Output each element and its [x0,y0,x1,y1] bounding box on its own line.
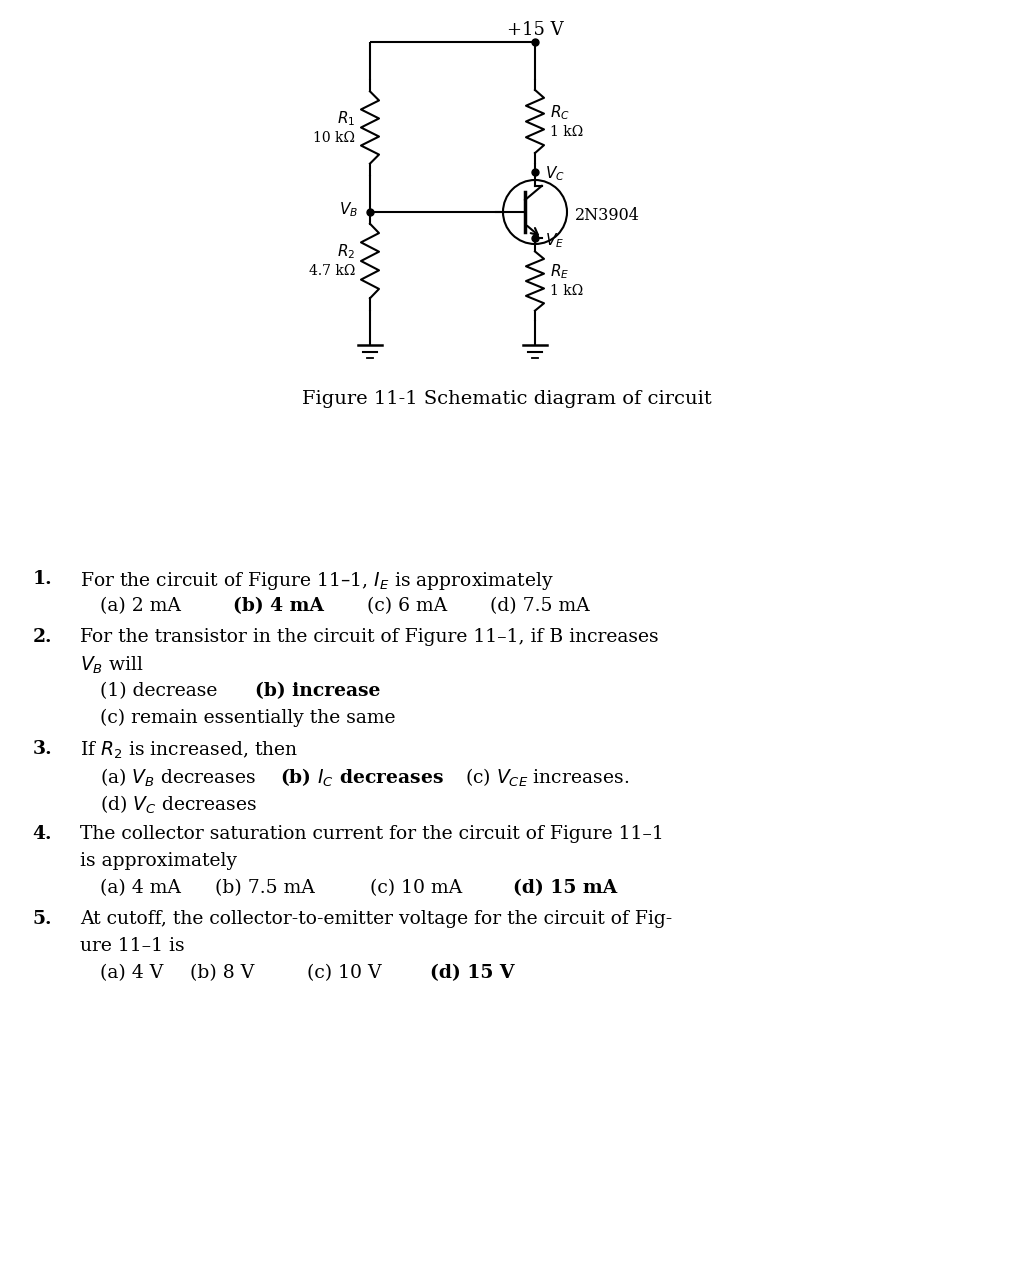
Text: At cutoff, the collector-to-emitter voltage for the circuit of Fig-: At cutoff, the collector-to-emitter volt… [80,910,672,928]
Text: ure 11–1 is: ure 11–1 is [80,937,185,955]
Text: $R_2$: $R_2$ [337,243,355,261]
Text: Figure 11-1 Schematic diagram of circuit: Figure 11-1 Schematic diagram of circuit [302,390,712,408]
Text: 1.: 1. [32,570,52,588]
Text: $V_E$: $V_E$ [545,232,564,251]
Text: $R_1$: $R_1$ [337,109,355,128]
Text: $V_B$: $V_B$ [339,201,358,219]
Text: (a) 4 V: (a) 4 V [100,964,163,982]
Text: (d) $V_C$ decreases: (d) $V_C$ decreases [100,794,258,817]
Text: (a) 2 mA: (a) 2 mA [100,596,180,614]
Text: 5.: 5. [32,910,52,928]
Text: $R_C$: $R_C$ [550,104,570,122]
Text: If $R_2$ is increased, then: If $R_2$ is increased, then [80,740,298,762]
Text: 4.7 kΩ: 4.7 kΩ [308,264,355,278]
Text: For the transistor in the circuit of Figure 11–1, if Β increases: For the transistor in the circuit of Fig… [80,628,659,646]
Text: (d) 15 V: (d) 15 V [430,964,514,982]
Text: (c) 10 V: (c) 10 V [307,964,381,982]
Text: (b) $I_C$ decreases: (b) $I_C$ decreases [280,767,444,790]
Text: The collector saturation current for the circuit of Figure 11–1: The collector saturation current for the… [80,826,664,844]
Text: (b) 7.5 mA: (b) 7.5 mA [215,879,314,897]
Text: is approximately: is approximately [80,852,237,870]
Text: (1) decrease: (1) decrease [100,682,217,700]
Text: (c) 10 mA: (c) 10 mA [370,879,462,897]
Text: (b) 8 V: (b) 8 V [190,964,255,982]
Text: 4.: 4. [32,826,52,844]
Text: 1 kΩ: 1 kΩ [550,284,583,298]
Text: 2N3904: 2N3904 [575,207,640,224]
Text: For the circuit of Figure 11–1, $I_E$ is approximately: For the circuit of Figure 11–1, $I_E$ is… [80,570,554,591]
Text: 3.: 3. [32,740,52,758]
Text: (a) 4 mA: (a) 4 mA [100,879,180,897]
Text: 1 kΩ: 1 kΩ [550,124,583,138]
Text: (c) remain essentially the same: (c) remain essentially the same [100,709,395,727]
Text: (c) 6 mA: (c) 6 mA [367,596,447,614]
Text: (d) 15 mA: (d) 15 mA [513,879,618,897]
Text: (d) 7.5 mA: (d) 7.5 mA [490,596,589,614]
Text: (b) increase: (b) increase [255,682,380,700]
Text: 10 kΩ: 10 kΩ [313,131,355,145]
Text: $R_E$: $R_E$ [550,262,569,282]
Text: $V_B$ will: $V_B$ will [80,655,144,676]
Text: 2.: 2. [32,628,52,646]
Text: $V_C$: $V_C$ [545,165,565,183]
Text: (a) $V_B$ decreases: (a) $V_B$ decreases [100,767,257,790]
Text: (c) $V_{CE}$ increases.: (c) $V_{CE}$ increases. [465,767,629,790]
Text: +15 V: +15 V [507,20,564,38]
Text: (b) 4 mA: (b) 4 mA [233,596,323,614]
